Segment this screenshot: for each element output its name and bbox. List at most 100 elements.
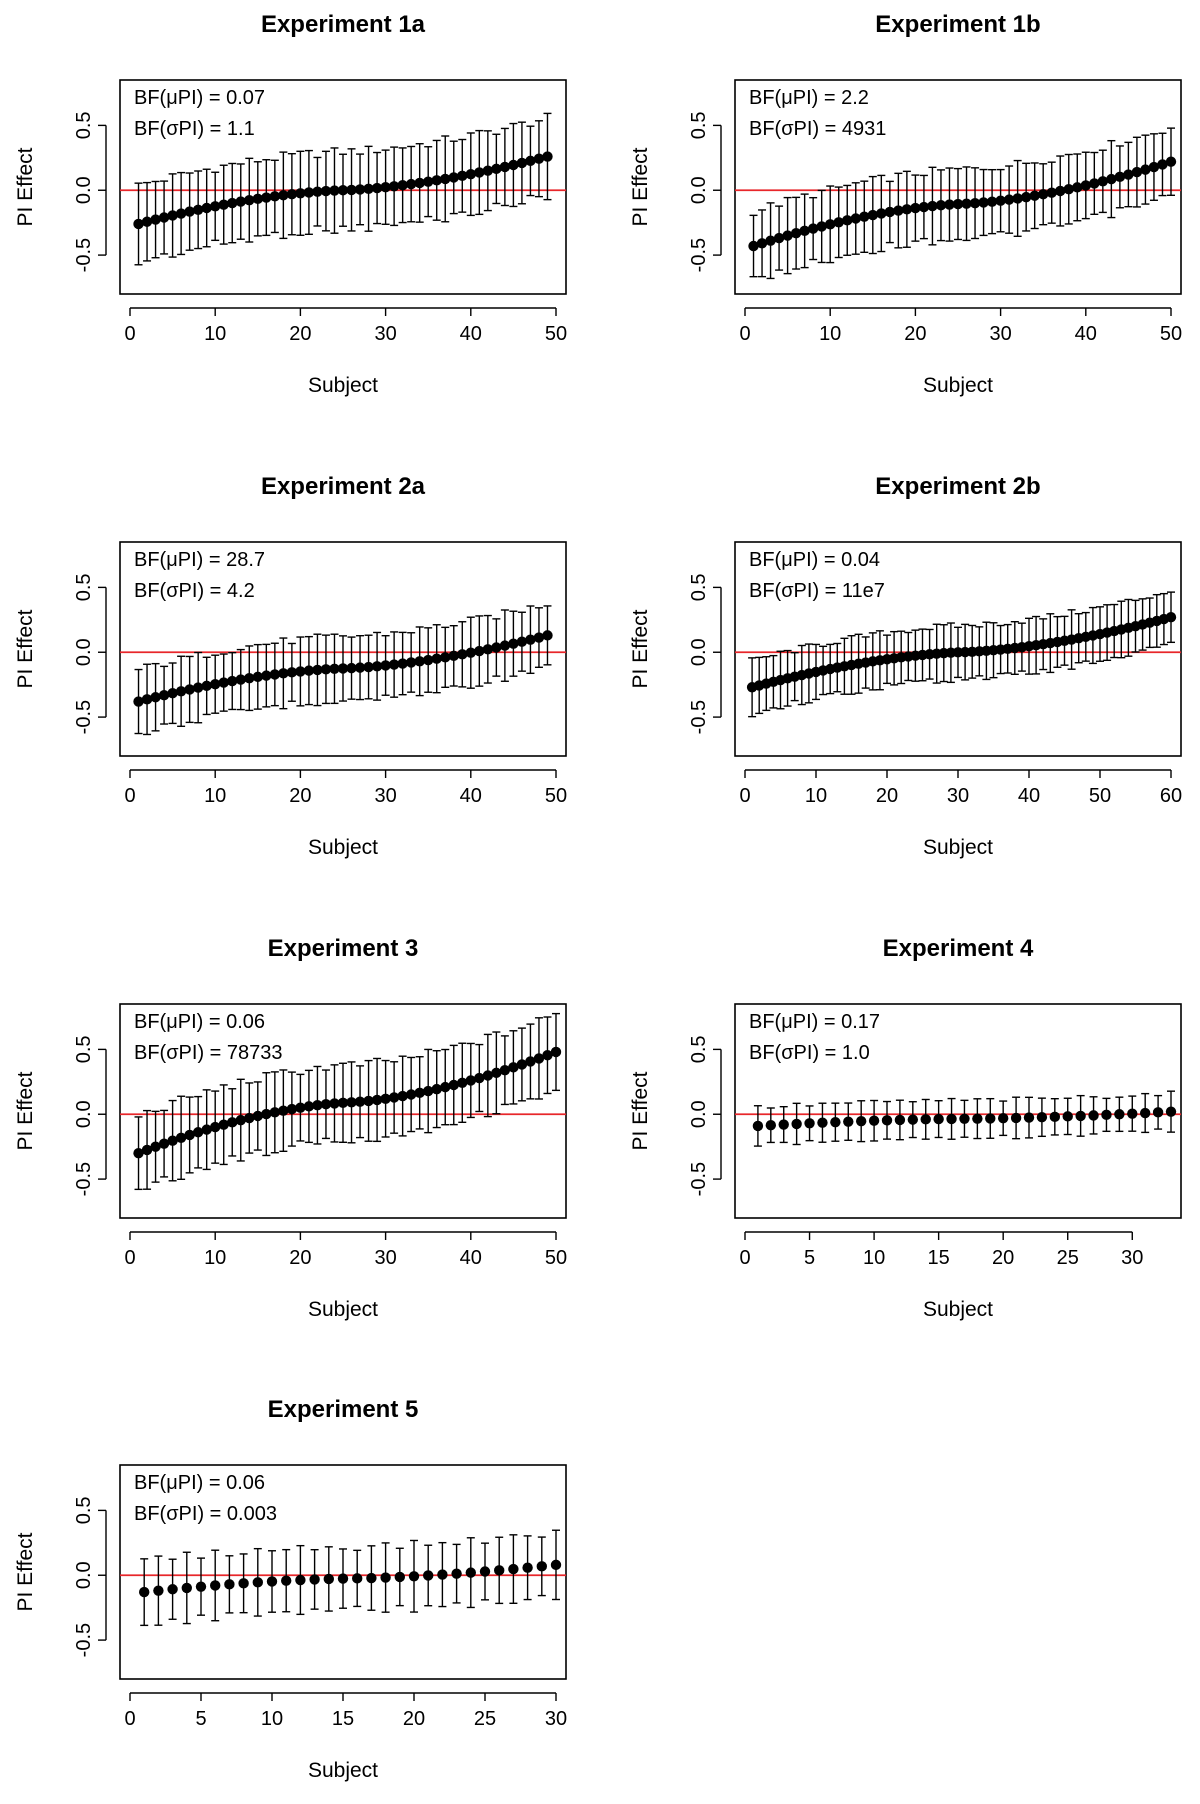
y-tick-label: 0.0: [73, 176, 95, 204]
chart-title: Experiment 1a: [261, 11, 426, 38]
data-point: [227, 1117, 238, 1128]
bayes-factor-annotation: BF(μPI) = 0.07: [134, 87, 265, 109]
data-point: [1055, 185, 1066, 197]
data-point: [499, 1064, 511, 1076]
y-tick-label: 0.5: [73, 573, 95, 601]
data-point: [448, 1079, 459, 1091]
data-point: [269, 1107, 281, 1118]
data-point: [184, 206, 195, 217]
data-point: [153, 1585, 164, 1596]
data-point: [542, 151, 553, 162]
data-point: [175, 1132, 187, 1143]
data-point: [465, 1567, 476, 1578]
x-axis-label: Subject: [923, 374, 993, 397]
data-point: [312, 1100, 323, 1111]
data-point: [286, 189, 298, 200]
y-tick-label: 0.0: [688, 638, 710, 666]
data-point: [252, 1110, 263, 1122]
x-tick-label: 20: [289, 323, 311, 345]
x-tick-label: 50: [545, 1247, 567, 1269]
data-point: [1106, 173, 1117, 185]
y-axis-label: PI Effect: [629, 147, 652, 226]
data-point: [295, 1102, 306, 1113]
data-point: [1023, 1112, 1035, 1123]
data-point: [920, 1114, 931, 1125]
data-point: [423, 654, 434, 666]
data-point: [748, 240, 759, 252]
data-point: [210, 678, 221, 690]
y-tick-label: 0.0: [688, 176, 710, 204]
data-point: [210, 201, 221, 212]
x-tick-label: 40: [460, 1247, 482, 1269]
data-point: [542, 630, 553, 641]
y-axis-label: PI Effect: [629, 1071, 652, 1150]
data-point: [363, 1095, 374, 1107]
bayes-factor-annotation: BF(μPI) = 0.04: [749, 549, 880, 571]
data-point: [303, 1101, 315, 1112]
data-point: [451, 1568, 462, 1579]
data-point: [985, 1113, 996, 1124]
data-point: [405, 657, 417, 668]
data-point: [269, 191, 281, 202]
data-point: [959, 1113, 970, 1124]
data-point: [516, 1059, 528, 1070]
data-point: [167, 1584, 178, 1595]
data-point: [516, 157, 528, 169]
bayes-factor-annotation: BF(σPI) = 11e7: [749, 580, 885, 602]
data-point: [437, 1569, 448, 1580]
data-point: [833, 217, 844, 228]
data-point: [201, 1124, 212, 1135]
data-point: [388, 181, 400, 192]
data-point: [1127, 1108, 1138, 1119]
data-point: [195, 1581, 207, 1592]
data-point: [773, 232, 785, 244]
data-point: [337, 1097, 349, 1108]
x-tick-label: 30: [947, 785, 969, 807]
data-point: [1097, 176, 1109, 187]
data-point: [817, 1117, 828, 1128]
data-point: [346, 662, 357, 674]
chart-panel: Experiment 3 -0.5 0.0 0.5 0 10 20 30 40 50 Subject…: [14, 935, 567, 1321]
plot-frame: [119, 1464, 567, 1680]
data-point: [765, 235, 776, 246]
x-tick-label: 10: [204, 323, 226, 345]
data-point: [1003, 194, 1015, 205]
data-point: [175, 208, 187, 219]
data-point: [1131, 166, 1143, 178]
data-point: [525, 155, 536, 167]
data-point: [423, 176, 434, 187]
data-point: [804, 1118, 815, 1129]
data-point: [397, 658, 408, 669]
data-point: [337, 1573, 349, 1584]
data-point: [346, 1097, 357, 1108]
data-point: [499, 640, 511, 651]
data-point: [482, 1070, 494, 1081]
y-tick-label: 0.5: [688, 1035, 710, 1063]
data-point: [320, 1099, 332, 1110]
data-point: [286, 1103, 298, 1115]
data-point: [1140, 164, 1151, 175]
x-axis-label: Subject: [308, 836, 378, 859]
data-point: [235, 1114, 246, 1126]
bayes-factor-annotation: BF(σPI) = 78733: [134, 1042, 283, 1064]
data-point: [380, 660, 391, 671]
chart-panel: Experiment 1b -0.5 0.0 0.5 0 10 20 30 40 50 Subjec…: [629, 11, 1182, 397]
data-point: [380, 1093, 391, 1104]
data-point: [238, 1578, 249, 1589]
data-point: [1062, 1111, 1073, 1122]
data-point: [440, 1081, 451, 1093]
data-point: [141, 694, 153, 705]
data-point: [337, 663, 349, 674]
plot-frame: [119, 79, 567, 295]
x-tick-label: 20: [289, 1247, 311, 1269]
data-point: [423, 1085, 434, 1097]
y-tick-label: 0.5: [73, 111, 95, 139]
data-point: [363, 661, 374, 673]
x-tick-label: 0: [124, 1708, 135, 1730]
data-point: [295, 666, 306, 677]
data-point: [278, 1105, 289, 1116]
data-point: [881, 1115, 893, 1126]
data-point: [363, 183, 374, 194]
data-point: [508, 1062, 519, 1073]
